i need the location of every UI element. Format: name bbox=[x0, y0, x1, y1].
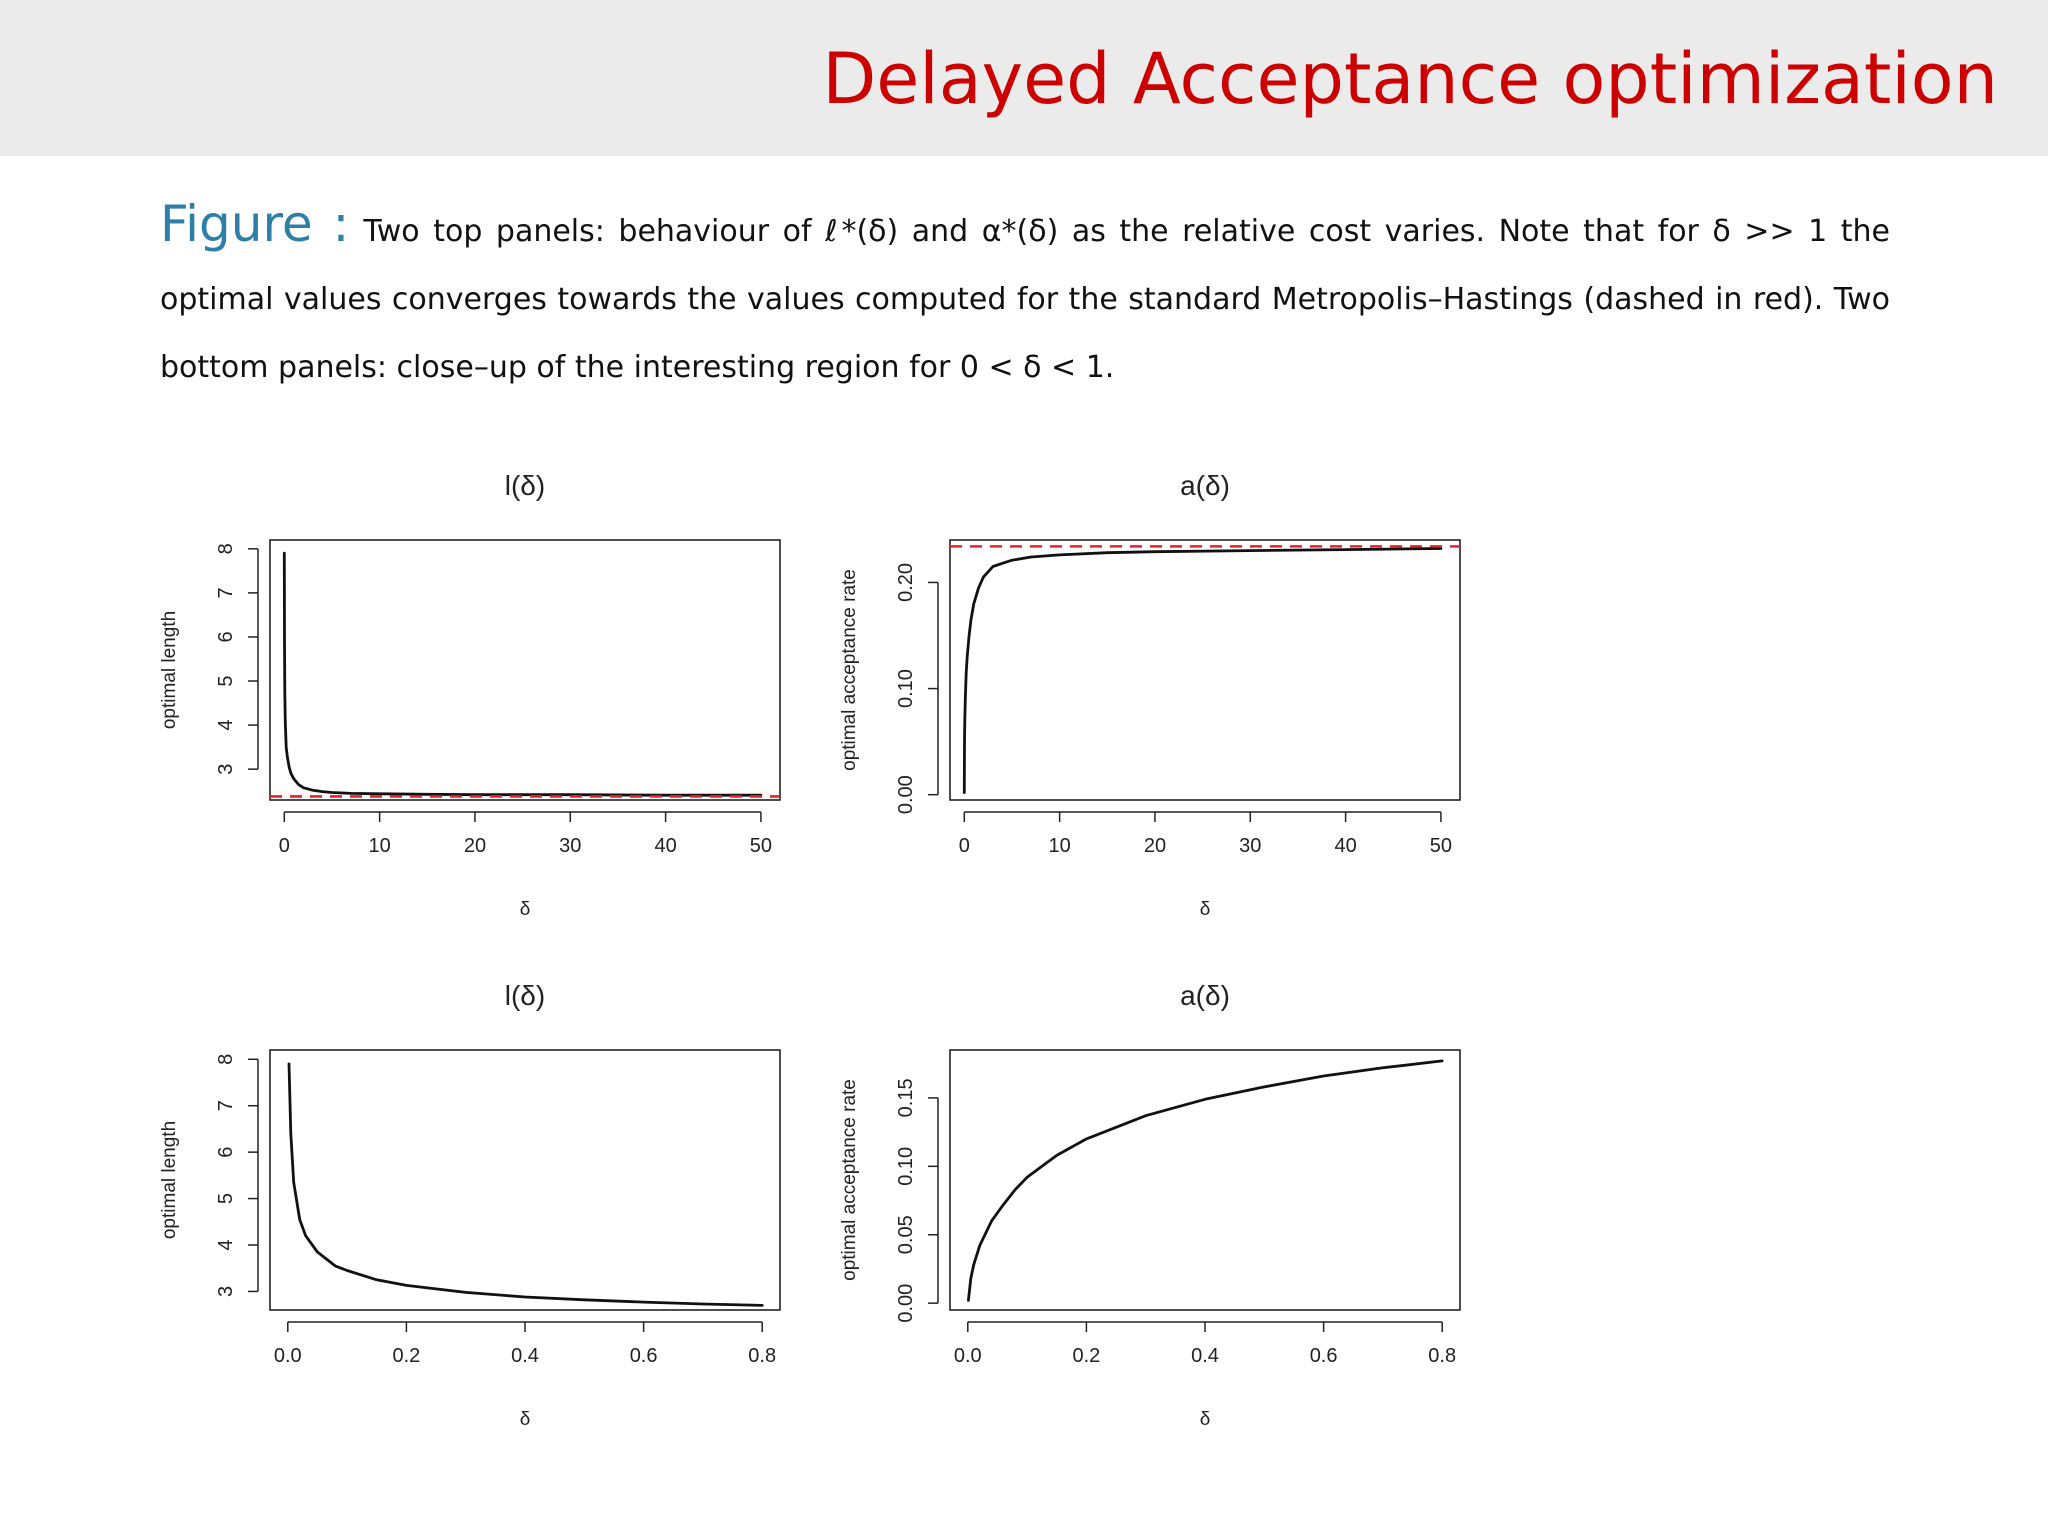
chart-title: a(δ) bbox=[1180, 980, 1230, 1011]
x-axis-label: δ bbox=[520, 899, 531, 920]
x-tick-label: 20 bbox=[1144, 835, 1166, 857]
y-tick-label: 3 bbox=[215, 1286, 237, 1297]
chart-title: a(δ) bbox=[1180, 470, 1230, 501]
caption-label: Figure : bbox=[160, 195, 350, 253]
chart-panel-1: l(δ) δ optimal length 0 10 20 30 40 50 3 4 5 6 7 8 bbox=[159, 470, 781, 920]
y-tick-label: 6 bbox=[215, 631, 237, 642]
y-tick-label: 5 bbox=[215, 1193, 237, 1204]
chart-panel-2: a(δ) δ optimal acceptance rate 0 10 20 30 40 50 0… bbox=[839, 470, 1461, 920]
x-tick-label: 0.6 bbox=[630, 1345, 658, 1367]
y-tick-label: 0.15 bbox=[895, 1078, 917, 1117]
chart-panel-3: l(δ) δ optimal length 0.0 0.2 0.4 0.6 0.8 3 4 5 6 7 8 bbox=[159, 980, 781, 1430]
slide-header: Delayed Acceptance optimization bbox=[0, 0, 2048, 156]
x-tick-label: 0.2 bbox=[1072, 1345, 1100, 1367]
y-tick-label: 4 bbox=[215, 720, 237, 731]
y-tick-label: 4 bbox=[215, 1239, 237, 1250]
chart-panel-4: a(δ) δ optimal acceptance rate 0.0 0.2 0.4 0.6… bbox=[839, 980, 1461, 1430]
x-tick-label: 20 bbox=[464, 835, 486, 857]
y-tick-label: 7 bbox=[215, 1100, 237, 1111]
x-tick-label: 30 bbox=[1239, 835, 1261, 857]
x-tick-label: 0.8 bbox=[748, 1345, 776, 1367]
x-tick-label: 50 bbox=[1430, 835, 1452, 857]
x-tick-label: 0.6 bbox=[1310, 1345, 1338, 1367]
plot-frame bbox=[269, 539, 781, 801]
y-tick-label: 0.00 bbox=[895, 1284, 917, 1323]
x-tick-label: 0.8 bbox=[1428, 1345, 1456, 1367]
x-tick-label: 40 bbox=[654, 835, 676, 857]
x-axis-label: δ bbox=[1200, 1409, 1211, 1430]
y-axis-label: optimal length bbox=[159, 1121, 180, 1239]
caption-text: Two top panels: behaviour of ℓ*(δ) and α… bbox=[160, 214, 1900, 385]
series-line bbox=[287, 1062, 764, 1307]
x-tick-label: 0.4 bbox=[511, 1345, 539, 1367]
x-tick-label: 0.4 bbox=[1191, 1345, 1219, 1367]
y-tick-label: 5 bbox=[215, 675, 237, 686]
y-tick-label: 0.10 bbox=[895, 669, 917, 708]
x-tick-label: 40 bbox=[1334, 835, 1356, 857]
plot-frame bbox=[949, 539, 1461, 801]
x-tick-label: 0.0 bbox=[954, 1345, 982, 1367]
x-tick-label: 10 bbox=[1049, 835, 1071, 857]
series-line bbox=[967, 1059, 1444, 1302]
x-tick-label: 10 bbox=[369, 835, 391, 857]
y-tick-label: 6 bbox=[215, 1147, 237, 1158]
figure: l(δ) δ optimal length 0 10 20 30 40 50 3 4 5 6 7 8 a(δ)… bbox=[150, 450, 1480, 1454]
y-tick-label: 8 bbox=[215, 1054, 237, 1065]
series-line bbox=[962, 547, 1443, 794]
chart-title: l(δ) bbox=[505, 980, 545, 1011]
x-tick-label: 30 bbox=[559, 835, 581, 857]
x-tick-label: 50 bbox=[750, 835, 772, 857]
y-tick-label: 0.20 bbox=[895, 563, 917, 602]
x-axis-label: δ bbox=[1200, 899, 1211, 920]
x-tick-label: 0.0 bbox=[274, 1345, 302, 1367]
series-line bbox=[282, 551, 763, 797]
y-tick-label: 8 bbox=[215, 543, 237, 554]
slide-title: Delayed Acceptance optimization bbox=[822, 38, 1998, 120]
x-tick-label: 0.2 bbox=[392, 1345, 420, 1367]
chart-title: l(δ) bbox=[505, 470, 545, 501]
x-axis-label: δ bbox=[520, 1409, 531, 1430]
figure-caption: Figure : Two top panels: behaviour of ℓ*(… bbox=[160, 190, 1890, 402]
y-tick-label: 0.00 bbox=[895, 775, 917, 814]
y-axis-label: optimal acceptance rate bbox=[839, 1079, 860, 1281]
y-tick-label: 7 bbox=[215, 587, 237, 598]
x-tick-label: 0 bbox=[279, 835, 290, 857]
y-tick-label: 3 bbox=[215, 764, 237, 775]
plot-frame bbox=[269, 1049, 781, 1311]
plot-frame bbox=[949, 1049, 1461, 1311]
y-tick-label: 0.05 bbox=[895, 1215, 917, 1254]
x-tick-label: 0 bbox=[959, 835, 970, 857]
y-axis-label: optimal acceptance rate bbox=[839, 569, 860, 771]
y-axis-label: optimal length bbox=[159, 611, 180, 729]
y-tick-label: 0.10 bbox=[895, 1147, 917, 1186]
